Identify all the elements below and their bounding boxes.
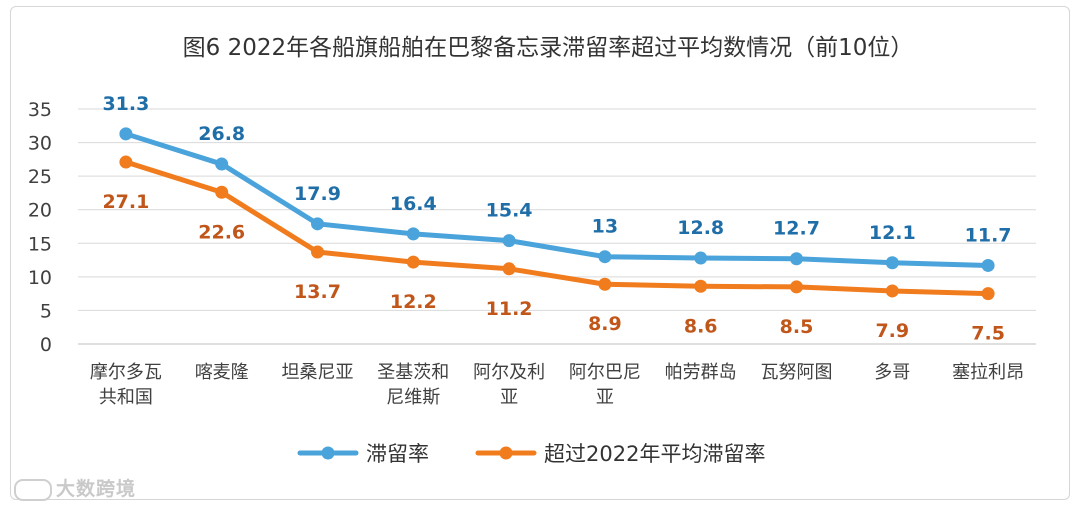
y-axis: 0 5 10 15 20 25 30 35 — [28, 99, 52, 356]
x-tick-label: 塞拉利昂 — [952, 362, 1024, 383]
series-points — [119, 127, 995, 301]
data-point — [215, 157, 229, 171]
data-label: 15.4 — [486, 200, 533, 222]
x-tick-label: 多哥 — [874, 362, 910, 383]
gridlines — [78, 108, 1036, 345]
data-label: 8.9 — [588, 313, 622, 335]
x-tick-label: 喀麦隆 — [195, 362, 249, 383]
data-point — [885, 284, 899, 298]
watermark-logo-icon — [14, 478, 52, 501]
y-tick-label: 10 — [28, 267, 52, 289]
x-tick-label: 圣基茨和 — [377, 362, 449, 383]
data-label: 22.6 — [198, 221, 245, 243]
chart-frame — [10, 6, 1070, 500]
y-tick-label: 30 — [28, 133, 52, 155]
watermark: 大数跨境 — [14, 474, 136, 501]
data-label: 16.4 — [390, 193, 437, 215]
x-tick-label: 亚 — [596, 387, 614, 408]
x-tick-label: 尼维斯 — [386, 387, 440, 408]
data-label: 11.7 — [965, 224, 1012, 246]
data-point — [981, 258, 995, 272]
data-point — [694, 251, 708, 265]
data-point — [215, 185, 229, 199]
data-label: 31.3 — [102, 93, 149, 115]
y-tick-label: 5 — [40, 300, 52, 322]
data-label: 11.2 — [486, 298, 533, 320]
series-line-2 — [123, 159, 991, 297]
data-label: 7.5 — [971, 323, 1005, 345]
data-label: 12.2 — [390, 291, 437, 313]
x-tick-label: 阿尔巴尼 — [569, 362, 641, 383]
data-label: 8.6 — [684, 315, 718, 337]
data-label: 17.9 — [294, 183, 341, 205]
data-point — [885, 256, 899, 270]
data-label: 13 — [592, 216, 618, 238]
legend-label: 滞留率 — [366, 442, 429, 466]
data-point — [119, 127, 133, 141]
data-point — [406, 227, 420, 241]
x-tick-label: 瓦努阿图 — [761, 362, 833, 383]
x-tick-label: 帕劳群岛 — [665, 362, 737, 383]
data-point — [694, 279, 708, 293]
data-label: 26.8 — [198, 123, 245, 145]
y-tick-label: 0 — [40, 334, 52, 356]
data-point — [119, 155, 133, 169]
legend: 滞留率 超过2022年平均滞留率 — [297, 442, 765, 466]
x-tick-label: 阿尔及利 — [473, 362, 545, 383]
data-labels: 31.3 26.8 17.9 16.4 15.4 13 12.8 12.7 12.1 11.7 27… — [102, 93, 1011, 345]
data-point — [502, 234, 516, 248]
legend-marker — [499, 446, 513, 460]
data-label: 12.1 — [869, 222, 916, 244]
data-label: 12.7 — [773, 218, 820, 240]
y-tick-label: 25 — [28, 166, 52, 188]
data-point — [790, 252, 803, 266]
data-point — [311, 245, 324, 259]
data-point — [598, 250, 612, 264]
data-label: 27.1 — [102, 191, 149, 213]
data-point — [311, 217, 324, 231]
data-point — [502, 262, 516, 276]
data-label: 13.7 — [294, 281, 341, 303]
x-tick-label: 共和国 — [99, 387, 153, 408]
data-point — [790, 280, 803, 294]
y-tick-label: 15 — [28, 233, 52, 255]
legend-marker — [321, 446, 335, 460]
series-lines — [123, 131, 991, 297]
series-line-1 — [123, 131, 991, 268]
y-tick-label: 20 — [28, 200, 52, 222]
y-tick-label: 35 — [28, 99, 52, 121]
x-tick-label: 坦桑尼亚 — [282, 362, 354, 383]
x-tick-label: 摩尔多瓦 — [90, 362, 162, 383]
data-point — [981, 287, 995, 301]
data-label: 8.5 — [780, 316, 814, 338]
data-point — [598, 277, 612, 291]
watermark-text: 大数跨境 — [56, 478, 137, 500]
legend-label: 超过2022年平均滞留率 — [544, 442, 765, 466]
data-label: 7.9 — [875, 320, 909, 342]
data-label: 12.8 — [677, 217, 724, 239]
chart-title: 图6 2022年各船旗船舶在巴黎备忘录滞留率超过平均数情况（前10位） — [183, 35, 914, 61]
x-tick-label: 亚 — [500, 387, 518, 408]
data-point — [406, 255, 420, 269]
